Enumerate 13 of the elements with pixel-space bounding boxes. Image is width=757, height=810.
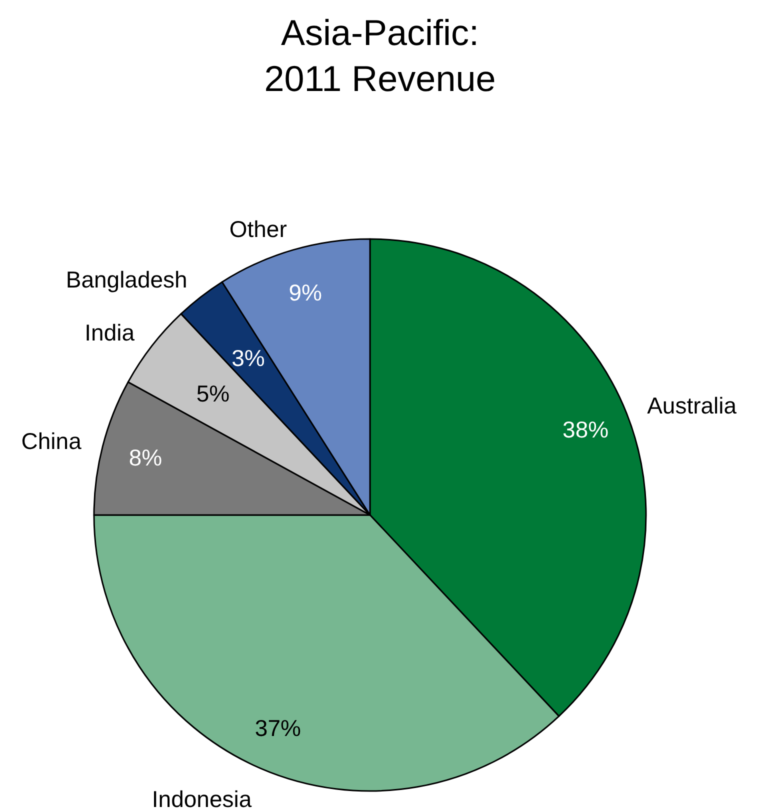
- data-label: 38%: [562, 416, 609, 443]
- slice-label: Indonesia: [152, 786, 252, 810]
- slice-label: Australia: [647, 392, 737, 418]
- chart-title: Asia-Pacific: 2011 Revenue: [264, 12, 496, 99]
- data-label: 5%: [196, 380, 230, 406]
- slice-label: Other: [229, 216, 288, 242]
- data-label: 8%: [128, 444, 162, 470]
- slice-label: Bangladesh: [66, 266, 188, 293]
- data-label: 9%: [288, 279, 322, 306]
- slice-label: China: [21, 428, 82, 454]
- data-label: 3%: [232, 345, 265, 372]
- data-label: 37%: [254, 714, 301, 741]
- slice-label: India: [84, 319, 135, 346]
